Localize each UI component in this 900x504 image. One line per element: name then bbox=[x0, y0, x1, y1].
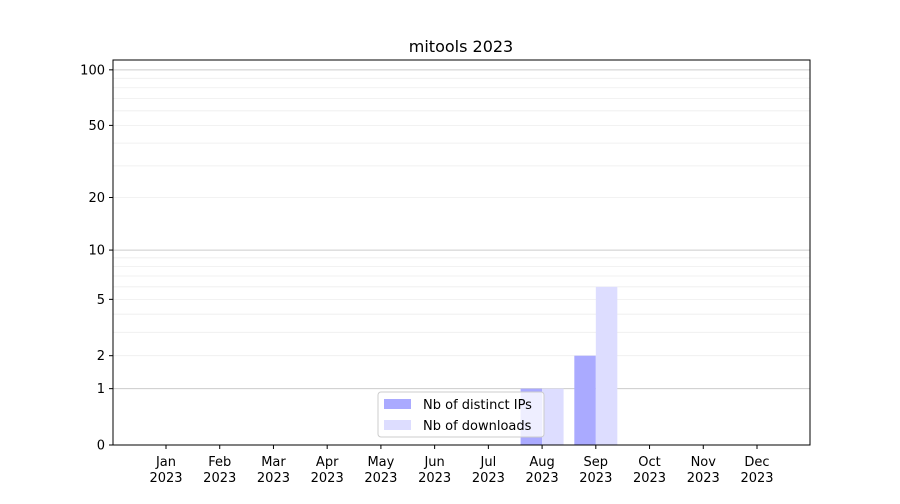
legend-swatch-ips bbox=[384, 399, 411, 409]
y-tick-label: 10 bbox=[88, 244, 105, 259]
x-tick-label-line: 2023 bbox=[257, 471, 290, 486]
y-tick-label: 100 bbox=[80, 63, 105, 78]
x-tick-label: Jan 2023 bbox=[149, 455, 182, 486]
x-tick-label: Nov 2023 bbox=[687, 455, 720, 486]
x-tick-label-line: Nov bbox=[691, 455, 717, 470]
x-tick-label-line: Jun bbox=[423, 455, 444, 470]
x-tick-label: Jun 2023 bbox=[418, 455, 451, 486]
x-tick-label-line: Jan bbox=[155, 455, 176, 470]
x-tick-label-line: Dec bbox=[744, 455, 769, 470]
x-tick-label-line: 2023 bbox=[364, 471, 397, 486]
x-tick-label: Jul 2023 bbox=[472, 455, 505, 486]
x-tick-label-line: 2023 bbox=[311, 471, 344, 486]
x-tick-label-line: 2023 bbox=[579, 471, 612, 486]
x-tick-label-line: 2023 bbox=[203, 471, 236, 486]
x-tick-label: Mar 2023 bbox=[257, 455, 290, 486]
x-tick-label-line: 2023 bbox=[687, 471, 720, 486]
x-tick-label-line: 2023 bbox=[418, 471, 451, 486]
legend-box bbox=[377, 391, 545, 438]
x-tick-label: Dec 2023 bbox=[740, 455, 773, 486]
y-tick-label: 5 bbox=[97, 293, 105, 308]
x-tick-label-line: Oct bbox=[638, 455, 660, 470]
legend-label-downloads: Nb of downloads bbox=[423, 419, 532, 434]
x-tick-label: Aug 2023 bbox=[526, 455, 559, 486]
x-tick-label: May 2023 bbox=[364, 455, 397, 486]
y-axis: 0 1 2 5 10 20 50 100 bbox=[80, 63, 113, 454]
chart-title: mitools 2023 bbox=[409, 37, 513, 56]
x-tick-label: Feb 2023 bbox=[203, 455, 236, 486]
x-tick-label-line: Jul bbox=[480, 455, 497, 470]
x-tick-label: Apr 2023 bbox=[311, 455, 344, 486]
x-tick-label: Oct 2023 bbox=[633, 455, 666, 486]
x-tick-label-line: 2023 bbox=[633, 471, 666, 486]
x-tick-label-line: 2023 bbox=[472, 471, 505, 486]
y-tick-label: 20 bbox=[88, 191, 105, 206]
x-tick-label-line: Sep bbox=[584, 455, 609, 470]
x-tick-label-line: Apr bbox=[316, 455, 339, 470]
y-tick-label: 50 bbox=[88, 119, 105, 134]
x-tick-label-line: May bbox=[367, 455, 394, 470]
bar-downloads bbox=[542, 388, 564, 445]
x-tick-label-line: Mar bbox=[261, 455, 286, 470]
x-tick-label-line: Aug bbox=[529, 455, 554, 470]
x-tick-label: Sep 2023 bbox=[579, 455, 612, 486]
plot-frame bbox=[112, 59, 811, 446]
legend-swatch-downloads bbox=[384, 420, 411, 430]
x-tick-label-line: Feb bbox=[208, 455, 231, 470]
y-tick-label: 2 bbox=[97, 349, 105, 364]
bar-distinct-ips bbox=[574, 355, 596, 445]
legend: Nb of distinct IPs Nb of downloads bbox=[377, 391, 545, 438]
bar-downloads bbox=[595, 286, 618, 445]
grid bbox=[113, 69, 810, 390]
x-tick-label-line: 2023 bbox=[740, 471, 773, 486]
x-tick-label-line: 2023 bbox=[526, 471, 559, 486]
y-tick-label: 1 bbox=[97, 382, 105, 397]
x-tick-label-line: 2023 bbox=[149, 471, 182, 486]
legend-label-ips: Nb of distinct IPs bbox=[423, 398, 532, 413]
y-tick-label: 0 bbox=[97, 439, 105, 454]
